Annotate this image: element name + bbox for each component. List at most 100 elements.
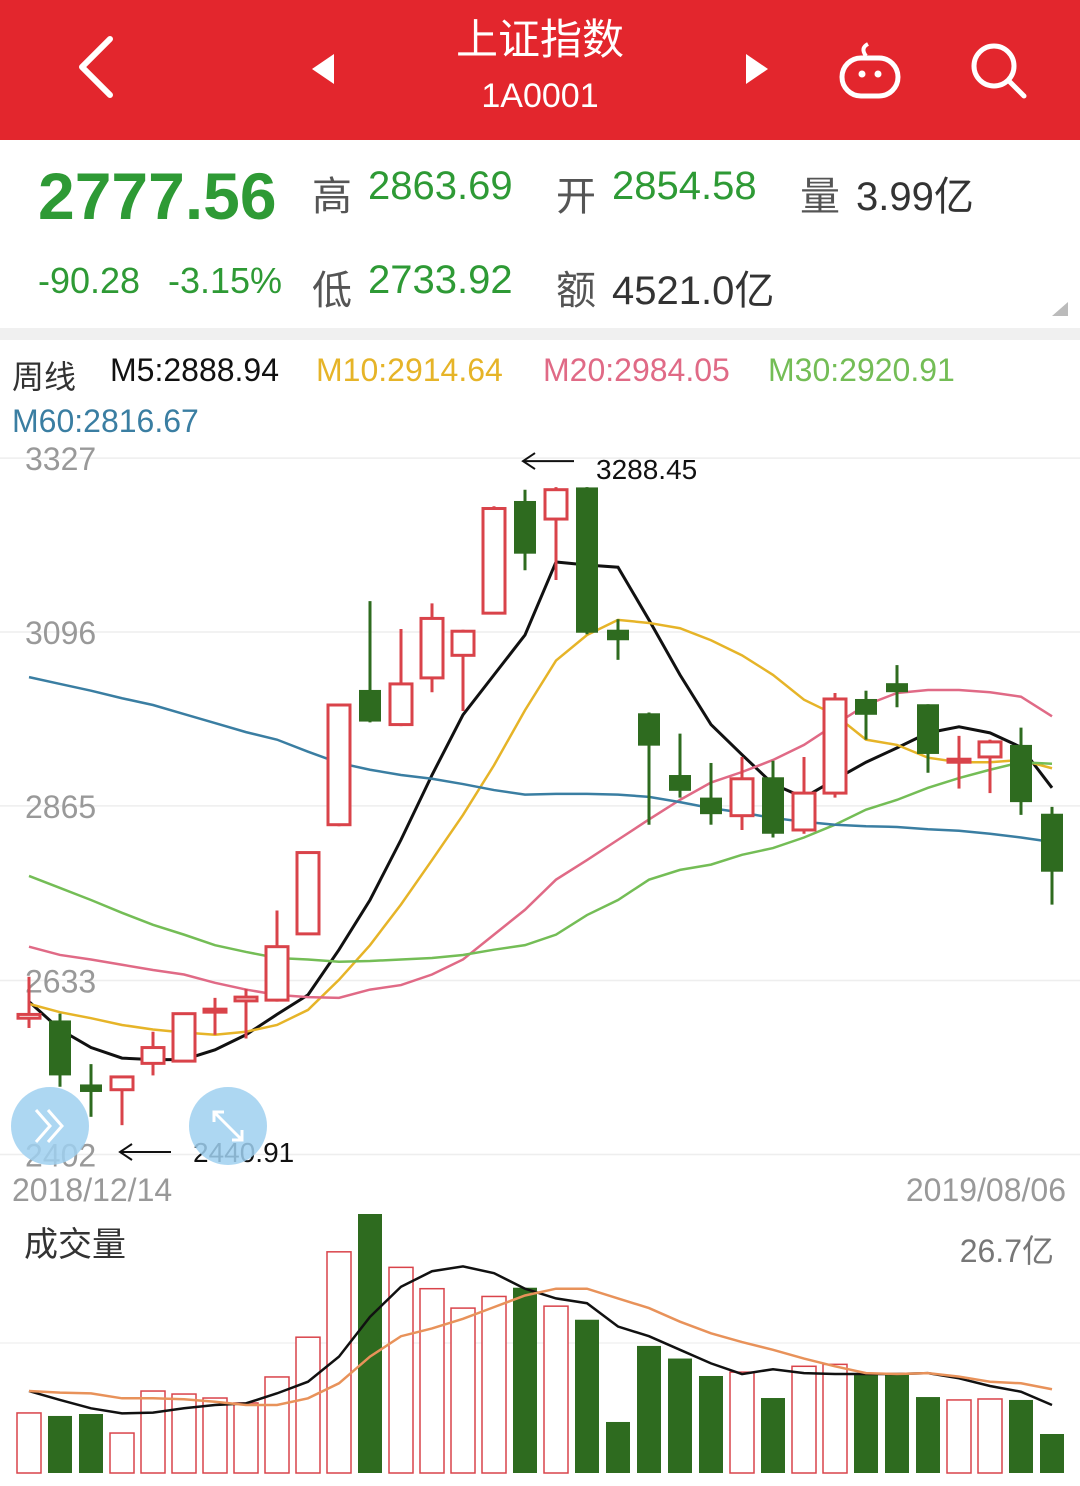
volume-bar: [1040, 1434, 1064, 1473]
ma-line-m5: [27, 560, 1054, 1062]
fast-forward-button[interactable]: [10, 1086, 90, 1166]
candle-up: [419, 616, 445, 680]
candle-up: [109, 1075, 135, 1092]
candle-down: [514, 500, 536, 554]
y-tick-label: 2865: [25, 789, 96, 825]
period-label[interactable]: 周线: [12, 359, 77, 395]
volume-bar: [79, 1414, 103, 1473]
volume-bar: [233, 1402, 259, 1474]
volume-bar: [450, 1307, 476, 1474]
fullscreen-button[interactable]: [188, 1086, 268, 1166]
volume-bar: [699, 1375, 723, 1473]
volume-label: 量: [800, 175, 840, 219]
volume-title: 成交量: [24, 1226, 126, 1264]
candle-down: [669, 775, 691, 791]
top-nav-bar: [0, 0, 1080, 140]
volume-bar: [606, 1421, 630, 1473]
candle-up: [822, 697, 848, 795]
candle-down: [855, 698, 877, 715]
candle-up: [295, 851, 321, 936]
volume-bar: [637, 1345, 661, 1473]
start-date-label: 2018/12/14: [12, 1172, 172, 1208]
ma-line-m10: [28, 618, 1053, 1037]
end-date-label: 2019/08/06: [906, 1172, 1066, 1208]
candle-down: [49, 1020, 71, 1076]
search-icon[interactable]: [966, 40, 1030, 100]
candle-up: [202, 1007, 228, 1014]
volume-bar: [543, 1305, 569, 1474]
change-value: -90.28: [38, 260, 141, 301]
candle-down: [762, 777, 784, 834]
candle-down: [359, 689, 381, 722]
low-label: 低: [312, 269, 352, 313]
ma30-legend: M30:2920.91: [768, 352, 955, 388]
volume-bar: [264, 1376, 290, 1474]
candle-up: [450, 629, 476, 657]
high-arrow-head: [521, 452, 536, 470]
candle-down: [1041, 813, 1063, 872]
candle-down: [607, 629, 629, 641]
next-triangle-icon[interactable]: [744, 52, 770, 86]
volume-bar: [946, 1399, 972, 1474]
candle-up: [264, 945, 290, 1002]
candle-up: [171, 1012, 197, 1063]
volume-max-label: 26.7亿: [960, 1233, 1054, 1269]
candle-up: [977, 740, 1003, 759]
volume-bar: [202, 1397, 228, 1474]
low-value: 2733.92: [368, 258, 513, 302]
y-tick-label: 2633: [25, 964, 96, 1000]
volume-bar: [668, 1358, 692, 1473]
ma-line-m20: [28, 688, 1053, 1000]
volume-bar: [729, 1371, 755, 1474]
ma-line-m30: [28, 760, 1053, 963]
candle-down: [1010, 744, 1032, 803]
candle-down: [886, 683, 908, 693]
high-label: 高: [312, 175, 352, 219]
expand-corner-icon[interactable]: [1050, 300, 1070, 318]
candle-up: [729, 777, 755, 818]
open-value: 2854.58: [612, 164, 757, 208]
volume-bar: [48, 1415, 72, 1473]
ma5-legend: M5:2888.94: [110, 352, 280, 388]
page-title: 上证指数: [455, 16, 624, 63]
last-price: 2777.56: [38, 159, 277, 233]
volume-bar: [885, 1374, 909, 1473]
prev-triangle-icon[interactable]: [310, 52, 336, 86]
candle-down: [917, 704, 939, 754]
candle-down: [638, 713, 660, 746]
candle-down: [700, 797, 722, 815]
candle-up: [946, 757, 972, 764]
stock-code: 1A0001: [481, 77, 599, 115]
high-annotation: 3288.45: [596, 454, 697, 485]
amount-label: 额: [556, 269, 596, 313]
low-arrow-head: [118, 1143, 133, 1161]
ma10-legend: M10:2914.64: [316, 352, 503, 388]
volume-bar: [822, 1363, 848, 1474]
ma60-legend: M60:2816.67: [12, 403, 199, 439]
volume-bar: [388, 1266, 414, 1474]
volume-bar: [140, 1390, 166, 1474]
candle-up: [326, 703, 352, 827]
volume-bar: [977, 1398, 1003, 1474]
change-percent: -3.15%: [168, 260, 283, 301]
volume-ma-line-2: [28, 1287, 1053, 1407]
volume-value: 3.99亿: [856, 175, 974, 219]
volume-bar: [419, 1287, 445, 1474]
y-tick-label: 3327: [25, 441, 96, 477]
volume-bar: [513, 1287, 537, 1473]
volume-bar: [16, 1412, 42, 1474]
candle-up: [233, 995, 259, 1003]
open-label: 开: [556, 175, 596, 219]
back-chevron-icon[interactable]: [70, 35, 120, 99]
volume-bar: [916, 1397, 940, 1473]
candle-up: [543, 488, 569, 521]
candle-up: [140, 1046, 166, 1065]
volume-bar: [854, 1374, 878, 1473]
candle-down: [576, 487, 598, 633]
volume-bar: [575, 1319, 599, 1473]
ma-line-m60: [28, 675, 1053, 844]
volume-bar: [109, 1432, 135, 1474]
robot-icon[interactable]: [836, 40, 904, 102]
amount-value: 4521.0亿: [612, 269, 775, 313]
